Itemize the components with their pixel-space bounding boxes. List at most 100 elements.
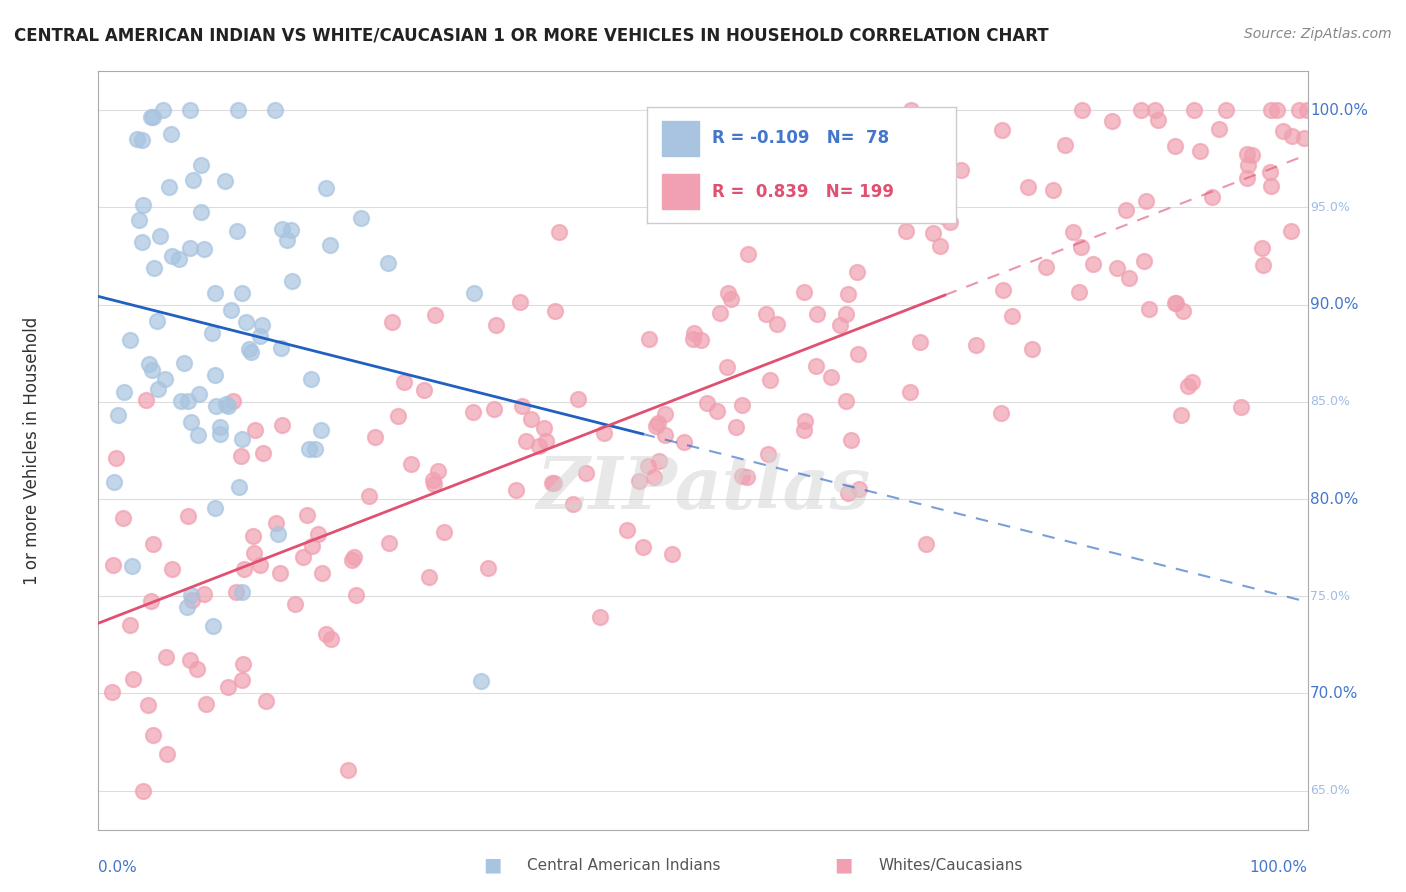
Point bbox=[922, 227, 945, 241]
Point bbox=[194, 698, 217, 712]
Point bbox=[470, 674, 492, 689]
Point bbox=[1042, 183, 1064, 197]
Point bbox=[425, 308, 447, 322]
Text: Central American Indians: Central American Indians bbox=[527, 858, 721, 872]
Point bbox=[276, 233, 298, 247]
Point bbox=[233, 561, 256, 575]
Point bbox=[307, 526, 329, 541]
Point bbox=[533, 421, 555, 435]
Point bbox=[915, 536, 938, 550]
Point bbox=[120, 333, 142, 347]
Point bbox=[170, 393, 193, 408]
Point bbox=[735, 470, 758, 484]
Point bbox=[755, 307, 778, 321]
Point bbox=[162, 562, 184, 576]
Point bbox=[848, 483, 870, 497]
Point bbox=[149, 229, 172, 244]
Point bbox=[1188, 144, 1211, 158]
Point bbox=[949, 163, 972, 178]
Point bbox=[1118, 271, 1140, 285]
Point bbox=[759, 373, 782, 387]
Point bbox=[644, 418, 666, 433]
Point bbox=[270, 341, 292, 355]
Point bbox=[243, 546, 266, 560]
Point bbox=[1071, 103, 1094, 118]
Point bbox=[204, 399, 226, 413]
Point bbox=[1170, 408, 1192, 422]
Point bbox=[249, 328, 271, 343]
Point bbox=[127, 132, 149, 146]
Point bbox=[1250, 241, 1272, 255]
Point bbox=[1236, 170, 1258, 185]
Point bbox=[387, 409, 409, 423]
Point bbox=[939, 214, 962, 228]
Point bbox=[1260, 103, 1282, 118]
Point bbox=[794, 413, 817, 427]
Point bbox=[1260, 165, 1282, 179]
Point bbox=[215, 397, 238, 411]
Point bbox=[1177, 379, 1199, 393]
Point bbox=[153, 372, 176, 386]
Point bbox=[201, 619, 224, 633]
Point bbox=[716, 285, 738, 300]
Point bbox=[477, 561, 499, 575]
Point bbox=[423, 477, 446, 491]
Point bbox=[243, 423, 266, 437]
Point bbox=[1035, 260, 1057, 274]
Point bbox=[1279, 223, 1302, 237]
Point bbox=[706, 403, 728, 417]
Point bbox=[135, 392, 157, 407]
Point bbox=[1288, 103, 1310, 118]
Point bbox=[179, 241, 201, 255]
Point bbox=[991, 123, 1014, 137]
Point bbox=[1021, 342, 1043, 356]
Point bbox=[155, 747, 177, 761]
Point bbox=[1137, 301, 1160, 316]
Text: ■: ■ bbox=[482, 855, 502, 875]
Text: 0.0%: 0.0% bbox=[98, 860, 138, 875]
Point bbox=[252, 446, 274, 460]
Point bbox=[142, 537, 165, 551]
Point bbox=[1081, 257, 1104, 271]
Point bbox=[105, 451, 128, 466]
Point bbox=[1147, 113, 1170, 128]
Point bbox=[839, 433, 862, 447]
Point bbox=[1181, 376, 1204, 390]
Point bbox=[793, 423, 815, 437]
Point bbox=[756, 447, 779, 461]
Point bbox=[179, 653, 201, 667]
Text: 95.0%: 95.0% bbox=[1310, 201, 1350, 214]
Point bbox=[683, 326, 706, 341]
Point bbox=[908, 335, 931, 350]
Point bbox=[299, 372, 322, 386]
Point bbox=[647, 416, 669, 430]
Point bbox=[128, 212, 150, 227]
Point bbox=[309, 423, 332, 437]
Point bbox=[835, 394, 858, 409]
Point bbox=[186, 662, 208, 676]
Point bbox=[103, 475, 125, 489]
Text: 90.0%: 90.0% bbox=[1310, 297, 1358, 312]
Point bbox=[269, 566, 291, 580]
Point bbox=[508, 294, 530, 309]
Point bbox=[661, 548, 683, 562]
Point bbox=[1229, 400, 1251, 414]
Point bbox=[820, 370, 842, 384]
Point bbox=[709, 306, 731, 320]
Point bbox=[208, 426, 231, 441]
Point bbox=[231, 286, 253, 301]
Point bbox=[1130, 103, 1153, 118]
Point bbox=[298, 442, 321, 456]
Point bbox=[515, 434, 537, 448]
Text: 85.0%: 85.0% bbox=[1310, 395, 1350, 409]
Point bbox=[155, 650, 177, 665]
Point bbox=[654, 407, 676, 421]
Point bbox=[427, 465, 450, 479]
Point bbox=[264, 516, 287, 530]
Point bbox=[1171, 304, 1194, 318]
Point bbox=[157, 179, 180, 194]
Point bbox=[720, 293, 742, 307]
Point bbox=[1164, 296, 1187, 310]
Point bbox=[217, 680, 239, 694]
Point bbox=[654, 428, 676, 442]
